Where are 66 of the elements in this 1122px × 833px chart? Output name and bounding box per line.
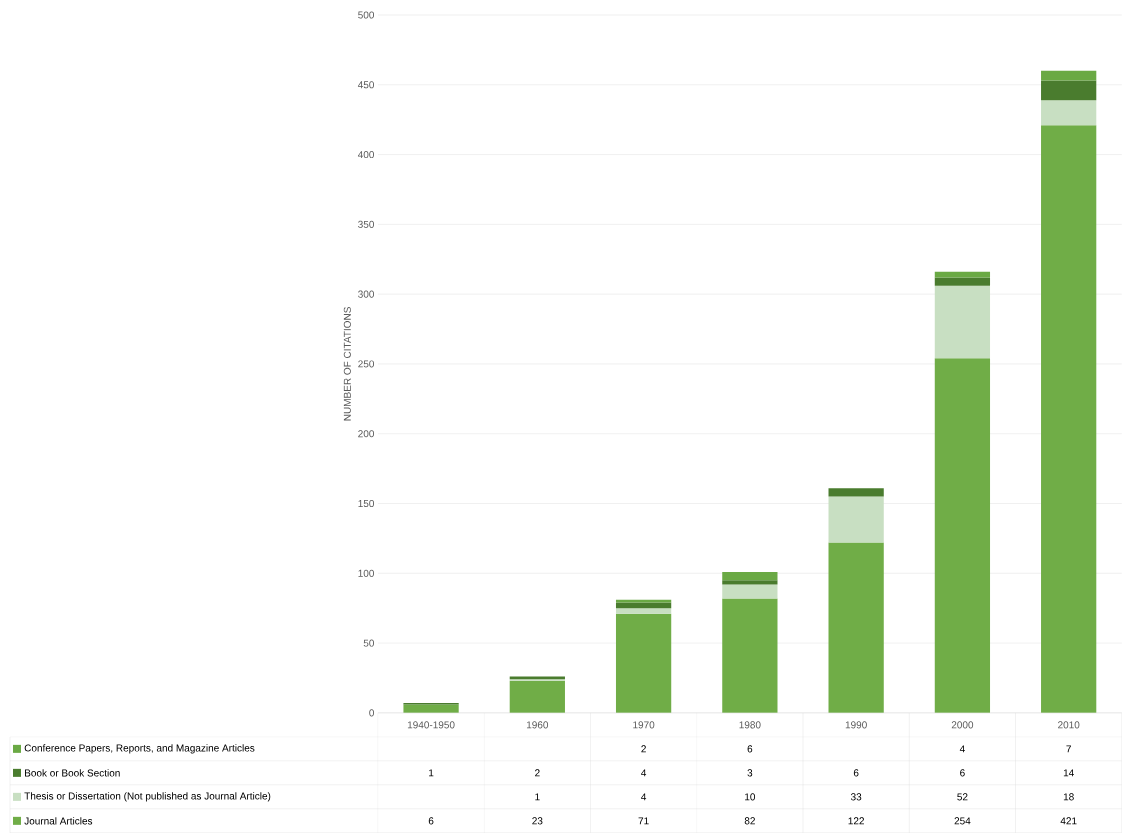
- bar: [934, 285, 991, 359]
- data-label: 254: [954, 817, 971, 825]
- data-label: 7: [1066, 745, 1071, 753]
- bar: [615, 599, 672, 603]
- data-label: 23: [532, 817, 543, 825]
- bar: [828, 488, 884, 497]
- data-label: 6: [428, 817, 434, 825]
- data-label: 82: [744, 817, 755, 825]
- data-label: 71: [638, 817, 649, 825]
- x-tick-label: 2000: [951, 721, 974, 729]
- bar: [1041, 70, 1097, 81]
- bar: [722, 598, 778, 713]
- bar: [403, 704, 459, 713]
- data-label: 1: [429, 769, 434, 777]
- x-tick-label: 1990: [845, 721, 867, 729]
- x-tick-label: 1960: [526, 721, 549, 729]
- data-label: 10: [745, 793, 756, 801]
- bar: [615, 613, 672, 713]
- data-label: 6: [853, 769, 859, 777]
- x-tick-label: 1980: [739, 721, 761, 729]
- bar: [722, 584, 778, 599]
- data-label: 52: [957, 793, 968, 801]
- data-label: 2: [535, 769, 540, 777]
- bar: [1041, 80, 1097, 101]
- x-tick-label: 1940-1950: [407, 721, 455, 729]
- data-label: 2: [641, 745, 646, 753]
- y-tick-label: 450: [357, 81, 375, 89]
- bar: [615, 608, 672, 614]
- data-label: 6: [960, 769, 965, 777]
- bar: [934, 277, 991, 286]
- y-tick-label: 250: [358, 360, 375, 368]
- y-tick-label: 350: [358, 220, 375, 228]
- bar: [1041, 100, 1097, 126]
- y-tick-label: 300: [358, 290, 375, 298]
- y-tick-label: 200: [358, 430, 375, 438]
- data-label: 6: [747, 745, 753, 753]
- data-label: 33: [850, 793, 862, 801]
- bar: [722, 571, 778, 581]
- legend-label: Conference Papers, Reports, and Magazine Articles: [24, 744, 255, 754]
- bar: [934, 358, 991, 713]
- x-tick-label: 2010: [1058, 721, 1080, 729]
- data-label: 14: [1063, 769, 1074, 777]
- data-label: 421: [1060, 817, 1077, 825]
- legend-label: Book or Book Section: [25, 769, 120, 777]
- data-label: 4: [641, 769, 647, 777]
- data-label: 18: [1063, 793, 1074, 801]
- y-tick-label: 400: [357, 151, 375, 159]
- data-label: 122: [848, 817, 864, 825]
- y-tick-label: 500: [358, 11, 375, 19]
- x-tick-label: 1970: [633, 721, 655, 729]
- legend-label: Thesis or Dissertation (Not published as Journal Article): [24, 792, 271, 802]
- y-axis-title: NUMBER OF CITATIONS: [343, 307, 351, 421]
- y-tick-label: 0: [369, 709, 375, 717]
- data-label: 4: [641, 793, 647, 801]
- bar: [1041, 125, 1097, 713]
- bar: [722, 580, 778, 585]
- data-label: 1: [535, 793, 540, 801]
- y-tick-label: 100: [358, 569, 375, 577]
- y-tick-label: 150: [358, 499, 375, 508]
- legend-label: Journal Articles: [24, 817, 93, 825]
- bar: [509, 680, 565, 713]
- bar: [828, 496, 884, 543]
- bar: [828, 542, 884, 713]
- y-tick-label: 50: [363, 639, 375, 647]
- data-label: 4: [959, 745, 965, 753]
- data-label: 3: [747, 769, 753, 777]
